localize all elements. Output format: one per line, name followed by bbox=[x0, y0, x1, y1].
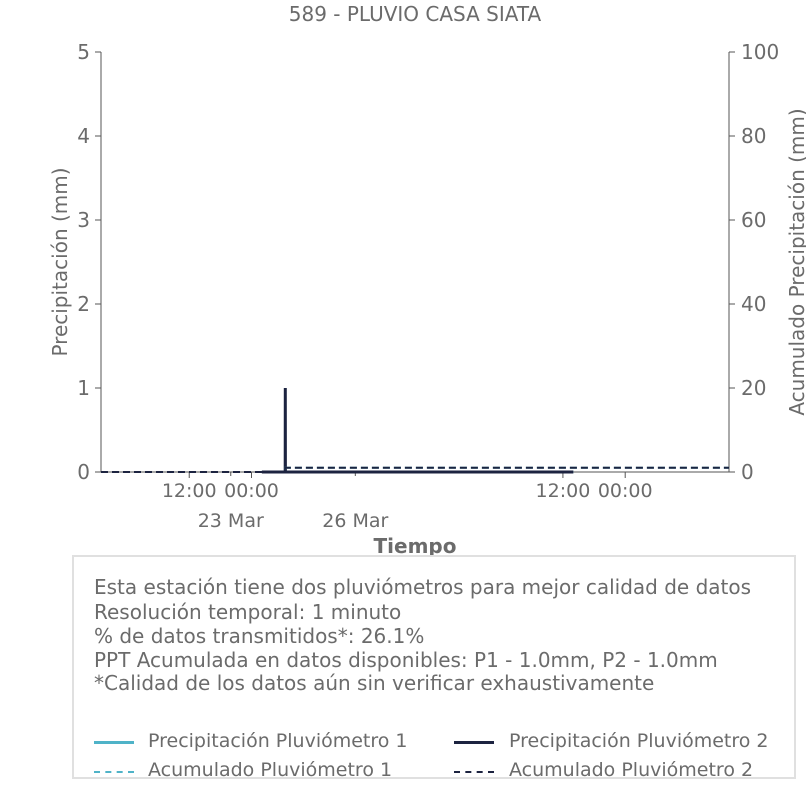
y-right-tick-label: 60 bbox=[741, 208, 766, 232]
series-line-precipitaci-n-pluvi-metro-2 bbox=[261, 387, 574, 474]
info-line-stations: Esta estación tiene dos pluviómetros par… bbox=[94, 575, 752, 599]
x-axis-label: Tiempo bbox=[374, 534, 457, 558]
chart-title: 589 - PLUVIO CASA SIATA bbox=[289, 2, 542, 26]
info-line-transmitted: % de datos transmitidos*: 26.1% bbox=[94, 624, 425, 648]
y-right-tick-label: 80 bbox=[741, 124, 766, 148]
legend-swatch-accum-2 bbox=[454, 771, 494, 773]
axes: 0 1 2 3 4 5 0 20 40 60 80 100 12:00 00:00 12:00 00:00 23… bbox=[77, 40, 779, 532]
x-date-tick-label: 23 Mar bbox=[198, 510, 264, 532]
y-axis-left-label: Precipitación (mm) bbox=[48, 167, 72, 356]
legend-label-accum-2: Acumulado Pluviómetro 2 bbox=[509, 759, 754, 781]
y-left-tick-label: 0 bbox=[77, 460, 90, 484]
y-right-tick-label: 40 bbox=[741, 292, 766, 316]
y-left-tick-label: 1 bbox=[77, 376, 90, 400]
y-right-tick-label: 100 bbox=[741, 40, 779, 64]
legend-label-precip-1: Precipitación Pluviómetro 1 bbox=[148, 730, 408, 752]
info-line-accumulated: PPT Acumulada en datos disponibles: P1 -… bbox=[94, 648, 718, 672]
y-axis-right-label: Acumulado Precipitación (mm) bbox=[785, 108, 806, 415]
legend-label-precip-2: Precipitación Pluviómetro 2 bbox=[509, 730, 769, 752]
series-line-acumulado-pluvi-metro-2 bbox=[101, 466, 729, 473]
chart: 589 - PLUVIO CASA SIATA 0 1 2 3 4 5 0 20 40 60 80 1… bbox=[48, 2, 806, 558]
plot-series bbox=[101, 387, 729, 474]
legend-swatch-precip-2 bbox=[454, 741, 494, 744]
y-left-tick-label: 4 bbox=[77, 124, 90, 148]
y-left-tick-label: 5 bbox=[77, 40, 90, 64]
info-legend-box: Esta estación tiene dos pluviómetros par… bbox=[72, 555, 796, 781]
legend-swatch-precip-1 bbox=[94, 741, 134, 744]
x-tick-label: 00:00 bbox=[598, 480, 653, 502]
x-tick-label: 12:00 bbox=[162, 480, 217, 502]
x-date-tick-label: 26 Mar bbox=[322, 510, 388, 532]
x-tick-label: 12:00 bbox=[536, 480, 591, 502]
legend-swatch-accum-1 bbox=[94, 771, 134, 773]
y-right-tick-label: 0 bbox=[741, 460, 754, 484]
x-tick-label: 00:00 bbox=[224, 480, 279, 502]
y-right-tick-label: 20 bbox=[741, 376, 766, 400]
legend-label-accum-1: Acumulado Pluviómetro 1 bbox=[148, 759, 393, 781]
y-left-tick-label: 2 bbox=[77, 292, 90, 316]
y-left-tick-label: 3 bbox=[77, 208, 90, 232]
info-line-resolution: Resolución temporal: 1 minuto bbox=[94, 600, 402, 624]
info-line-quality: *Calidad de los datos aún sin verificar … bbox=[94, 671, 655, 695]
